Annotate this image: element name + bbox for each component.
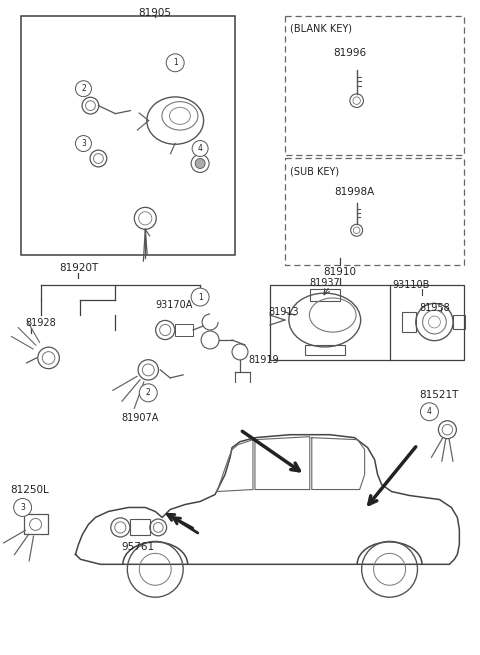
Circle shape bbox=[195, 159, 205, 168]
Bar bbox=[175, 324, 193, 336]
Bar bbox=[402, 312, 416, 332]
Bar bbox=[285, 159, 464, 265]
Text: 3: 3 bbox=[81, 139, 86, 148]
Bar bbox=[270, 285, 464, 360]
Text: 81928: 81928 bbox=[25, 318, 56, 328]
Circle shape bbox=[139, 384, 157, 402]
Text: 93110B: 93110B bbox=[393, 280, 430, 290]
Bar bbox=[453, 315, 465, 329]
Bar bbox=[285, 16, 464, 155]
Text: 81958: 81958 bbox=[420, 303, 450, 313]
Bar bbox=[21, 16, 235, 255]
Text: 93170A: 93170A bbox=[155, 300, 192, 310]
Bar bbox=[310, 289, 340, 301]
Text: 95761: 95761 bbox=[122, 542, 155, 552]
Circle shape bbox=[75, 136, 91, 151]
Bar bbox=[305, 345, 345, 355]
Text: 81521T: 81521T bbox=[420, 390, 459, 400]
Circle shape bbox=[13, 498, 32, 516]
Text: 81907A: 81907A bbox=[121, 413, 159, 422]
Bar bbox=[130, 519, 150, 535]
Text: 81937: 81937 bbox=[310, 278, 340, 288]
Text: 81250L: 81250L bbox=[11, 485, 49, 495]
Text: 81920T: 81920T bbox=[59, 263, 98, 273]
Text: 4: 4 bbox=[198, 144, 203, 153]
Bar bbox=[24, 514, 48, 534]
Text: 81910: 81910 bbox=[323, 267, 356, 277]
Text: (BLANK KEY): (BLANK KEY) bbox=[290, 24, 352, 34]
Text: 1: 1 bbox=[198, 293, 203, 301]
Circle shape bbox=[191, 288, 209, 306]
Text: 2: 2 bbox=[146, 388, 151, 398]
Circle shape bbox=[166, 54, 184, 72]
Text: 81919: 81919 bbox=[248, 355, 278, 365]
Text: 81913: 81913 bbox=[268, 307, 299, 317]
Text: 4: 4 bbox=[427, 407, 432, 417]
Circle shape bbox=[420, 403, 438, 421]
Text: 81998A: 81998A bbox=[335, 187, 375, 197]
Circle shape bbox=[192, 141, 208, 157]
Circle shape bbox=[75, 81, 91, 97]
Text: (SUB KEY): (SUB KEY) bbox=[290, 166, 339, 176]
Text: 81905: 81905 bbox=[139, 8, 172, 18]
Text: 2: 2 bbox=[81, 84, 86, 93]
Text: 3: 3 bbox=[20, 503, 25, 512]
Text: 1: 1 bbox=[173, 58, 178, 67]
Text: 81996: 81996 bbox=[333, 48, 366, 58]
